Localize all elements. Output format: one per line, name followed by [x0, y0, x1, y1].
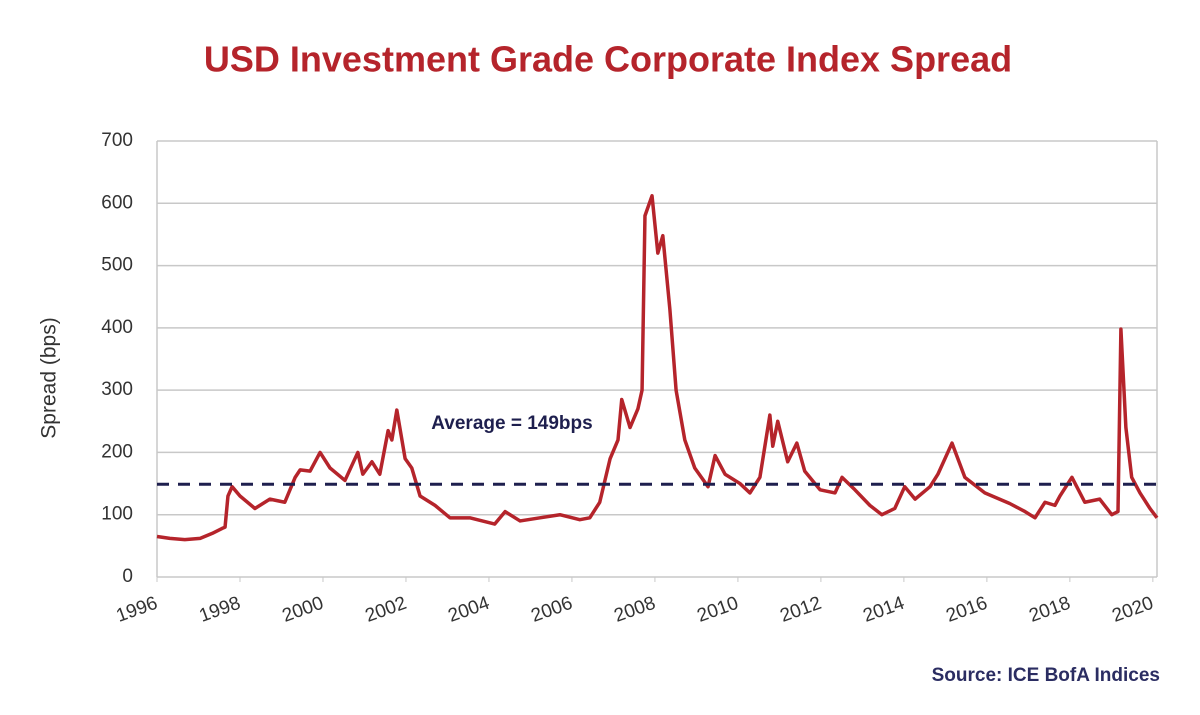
- y-axis-label: Spread (bps): [38, 317, 61, 438]
- x-tick-label: 2008: [611, 593, 658, 627]
- source-note: Source: ICE BofA Indices: [932, 665, 1160, 686]
- x-tick-label: 2000: [279, 593, 326, 627]
- x-tick-label: 2016: [943, 593, 990, 627]
- y-tick-label: 400: [101, 317, 133, 338]
- y-tick-label: 200: [101, 441, 133, 462]
- x-tick-label: 1998: [196, 593, 243, 627]
- x-tick-label: 2004: [445, 593, 492, 627]
- x-tick-label: 2006: [528, 593, 575, 627]
- spread-line: [156, 194, 1159, 542]
- y-tick-label: 700: [101, 130, 133, 151]
- x-tick-label: 2014: [860, 593, 907, 627]
- y-tick-label: 500: [101, 255, 133, 276]
- y-tick-label: 600: [101, 192, 133, 213]
- x-tick-label: 1996: [114, 593, 161, 627]
- average-label: Average = 149bps: [431, 413, 592, 434]
- x-tick-label: 2020: [1109, 593, 1156, 627]
- x-tick-label: 2010: [694, 593, 741, 627]
- chart-title: USD Investment Grade Corporate Index Spr…: [204, 39, 1012, 80]
- y-tick-label: 0: [122, 566, 133, 587]
- y-tick-label: 100: [101, 504, 133, 525]
- x-tick-label: 2012: [777, 593, 824, 627]
- y-tick-label: 300: [101, 379, 133, 400]
- x-tick-label: 2018: [1026, 593, 1073, 627]
- x-tick-label: 2002: [362, 593, 409, 627]
